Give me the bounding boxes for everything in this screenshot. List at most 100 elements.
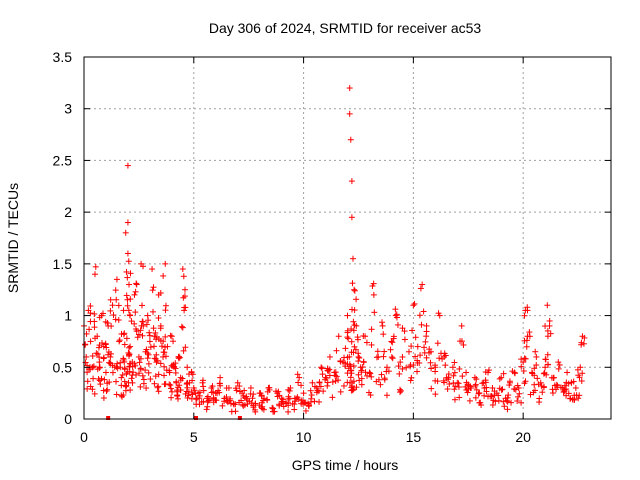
- data-point: [399, 353, 406, 360]
- data-point: [349, 280, 356, 287]
- data-point: [348, 338, 355, 345]
- data-point: [228, 408, 235, 415]
- data-point: [451, 396, 458, 403]
- data-point: [421, 344, 428, 351]
- data-point: [121, 366, 128, 373]
- data-point: [554, 382, 561, 389]
- data-point: [298, 382, 305, 389]
- data-point: [139, 332, 146, 339]
- data-point: [217, 374, 224, 381]
- data-point: [150, 325, 157, 332]
- data-point: [99, 310, 106, 317]
- data-point: [179, 266, 186, 273]
- data-point: [305, 403, 312, 410]
- data-point: [274, 393, 281, 400]
- y-tick-label: 3.5: [53, 49, 73, 65]
- data-point: [224, 399, 231, 406]
- data-point: [324, 382, 331, 389]
- data-points: [81, 85, 588, 420]
- data-point: [184, 364, 191, 371]
- data-point: [84, 378, 91, 385]
- data-point: [544, 327, 551, 334]
- data-point: [200, 383, 207, 390]
- plot-frame: [83, 56, 612, 420]
- data-point: [390, 333, 397, 340]
- data-point: [365, 389, 372, 396]
- data-point: [337, 388, 344, 395]
- data-point: [322, 376, 329, 383]
- data-point: [381, 376, 388, 383]
- data-point: [209, 383, 216, 390]
- x-tick-label: 10: [296, 429, 312, 445]
- data-point: [184, 394, 191, 401]
- data-point: [173, 378, 180, 385]
- data-point: [379, 322, 386, 329]
- data-point: [542, 356, 549, 363]
- data-point: [378, 371, 385, 378]
- data-point: [417, 352, 424, 359]
- data-point: [531, 365, 538, 372]
- data-point: [150, 284, 157, 291]
- data-point: [135, 331, 142, 338]
- data-point: [200, 387, 207, 394]
- data-point: [84, 369, 91, 376]
- data-point: [549, 390, 556, 397]
- data-point: [272, 388, 279, 395]
- data-point: [348, 214, 355, 221]
- data-point: [576, 392, 583, 399]
- data-point: [548, 374, 555, 381]
- data-point: [350, 327, 357, 334]
- data-point: [157, 325, 164, 332]
- data-point: [172, 365, 179, 372]
- data-point: [147, 344, 154, 351]
- data-point: [426, 346, 433, 353]
- data-point: [555, 365, 562, 372]
- data-point: [383, 392, 390, 399]
- data-point: [407, 363, 414, 370]
- data-point: [143, 321, 150, 328]
- data-point: [97, 381, 104, 388]
- data-point: [462, 383, 469, 390]
- data-point: [221, 398, 228, 405]
- data-point: [157, 360, 164, 367]
- data-point: [442, 362, 449, 369]
- data-point: [399, 325, 406, 332]
- zero-marker: [237, 416, 242, 420]
- data-point: [99, 340, 106, 347]
- zero-marker: [193, 416, 198, 420]
- data-point: [397, 387, 404, 394]
- data-point: [127, 296, 134, 303]
- data-point: [120, 356, 127, 363]
- data-point: [155, 388, 162, 395]
- data-point: [167, 332, 174, 339]
- data-point: [508, 399, 515, 406]
- data-point: [457, 338, 464, 345]
- data-point: [504, 394, 511, 401]
- data-point: [181, 293, 188, 300]
- data-point: [149, 287, 156, 294]
- data-point: [317, 383, 324, 390]
- data-point: [523, 343, 530, 350]
- data-point: [295, 396, 302, 403]
- data-point: [182, 344, 189, 351]
- data-point: [520, 367, 527, 374]
- data-point: [280, 403, 287, 410]
- data-point: [346, 85, 353, 92]
- data-point: [140, 380, 147, 387]
- data-point: [578, 339, 585, 346]
- data-point: [137, 383, 144, 390]
- data-point: [483, 384, 490, 391]
- data-point: [332, 372, 339, 379]
- data-point: [167, 382, 174, 389]
- x-tick-label: 20: [515, 429, 531, 445]
- data-point: [332, 369, 339, 376]
- zero-marker: [106, 416, 111, 420]
- data-point: [178, 323, 185, 330]
- data-point: [364, 372, 371, 379]
- data-point: [342, 345, 349, 352]
- data-point: [570, 378, 577, 385]
- data-point: [451, 359, 458, 366]
- data-point: [160, 353, 167, 360]
- data-point: [223, 385, 230, 392]
- data-point: [132, 362, 139, 369]
